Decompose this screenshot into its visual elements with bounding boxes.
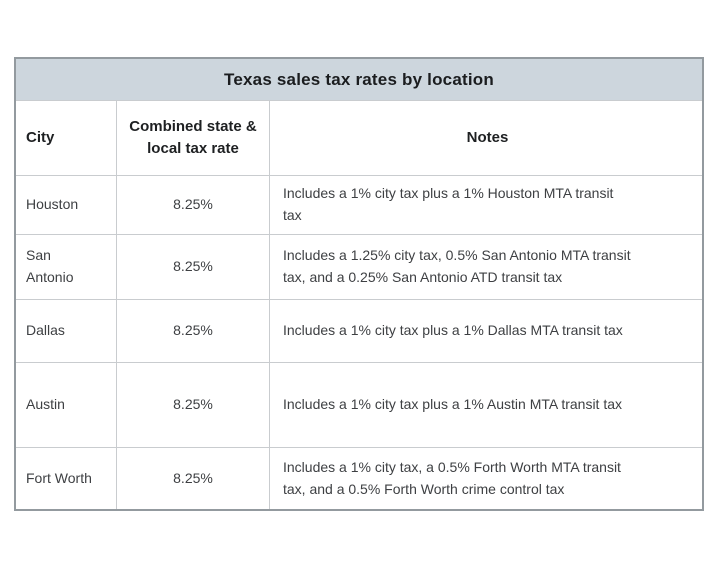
header-city: City [26, 129, 55, 147]
rate-cell: 8.25% [116, 235, 269, 299]
rate-cell: 8.25% [116, 448, 269, 509]
table-header-row: City Combined state & local tax rate Not… [16, 100, 702, 175]
city-cell: Fort Worth [26, 469, 92, 486]
notes-cell: Includes a 1.25% city tax, 0.5% San Anto… [269, 235, 702, 299]
table-title: Texas sales tax rates by location [224, 69, 494, 89]
city-cell: Houston [26, 196, 79, 213]
sales-tax-table: Texas sales tax rates by location City C… [14, 57, 704, 511]
notes-cell: Includes a 1% city tax plus a 1% Dallas … [269, 300, 702, 362]
rate-cell: 8.25% [116, 300, 269, 362]
city-cell: Austin [26, 396, 65, 413]
header-notes: Notes [269, 101, 702, 175]
city-cell: Dallas [26, 322, 65, 339]
rate-cell: 8.25% [116, 363, 269, 447]
table-title-bar: Texas sales tax rates by location [16, 59, 702, 100]
table-row-fort-worth: Fort Worth 8.25% Includes a 1% city tax,… [16, 447, 702, 509]
table-row-san-antonio: San Antonio 8.25% Includes a 1.25% city … [16, 234, 702, 299]
city-cell: San Antonio [26, 247, 74, 285]
notes-cell: Includes a 1% city tax plus a 1% Austin … [269, 363, 702, 447]
table-row-austin: Austin 8.25% Includes a 1% city tax plus… [16, 362, 702, 447]
notes-cell: Includes a 1% city tax plus a 1% Houston… [269, 176, 702, 234]
header-rate: Combined state & local tax rate [116, 101, 269, 175]
table-row-houston: Houston 8.25% Includes a 1% city tax plu… [16, 175, 702, 234]
notes-cell: Includes a 1% city tax, a 0.5% Forth Wor… [269, 448, 702, 509]
table-row-dallas: Dallas 8.25% Includes a 1% city tax plus… [16, 299, 702, 362]
rate-cell: 8.25% [116, 176, 269, 234]
